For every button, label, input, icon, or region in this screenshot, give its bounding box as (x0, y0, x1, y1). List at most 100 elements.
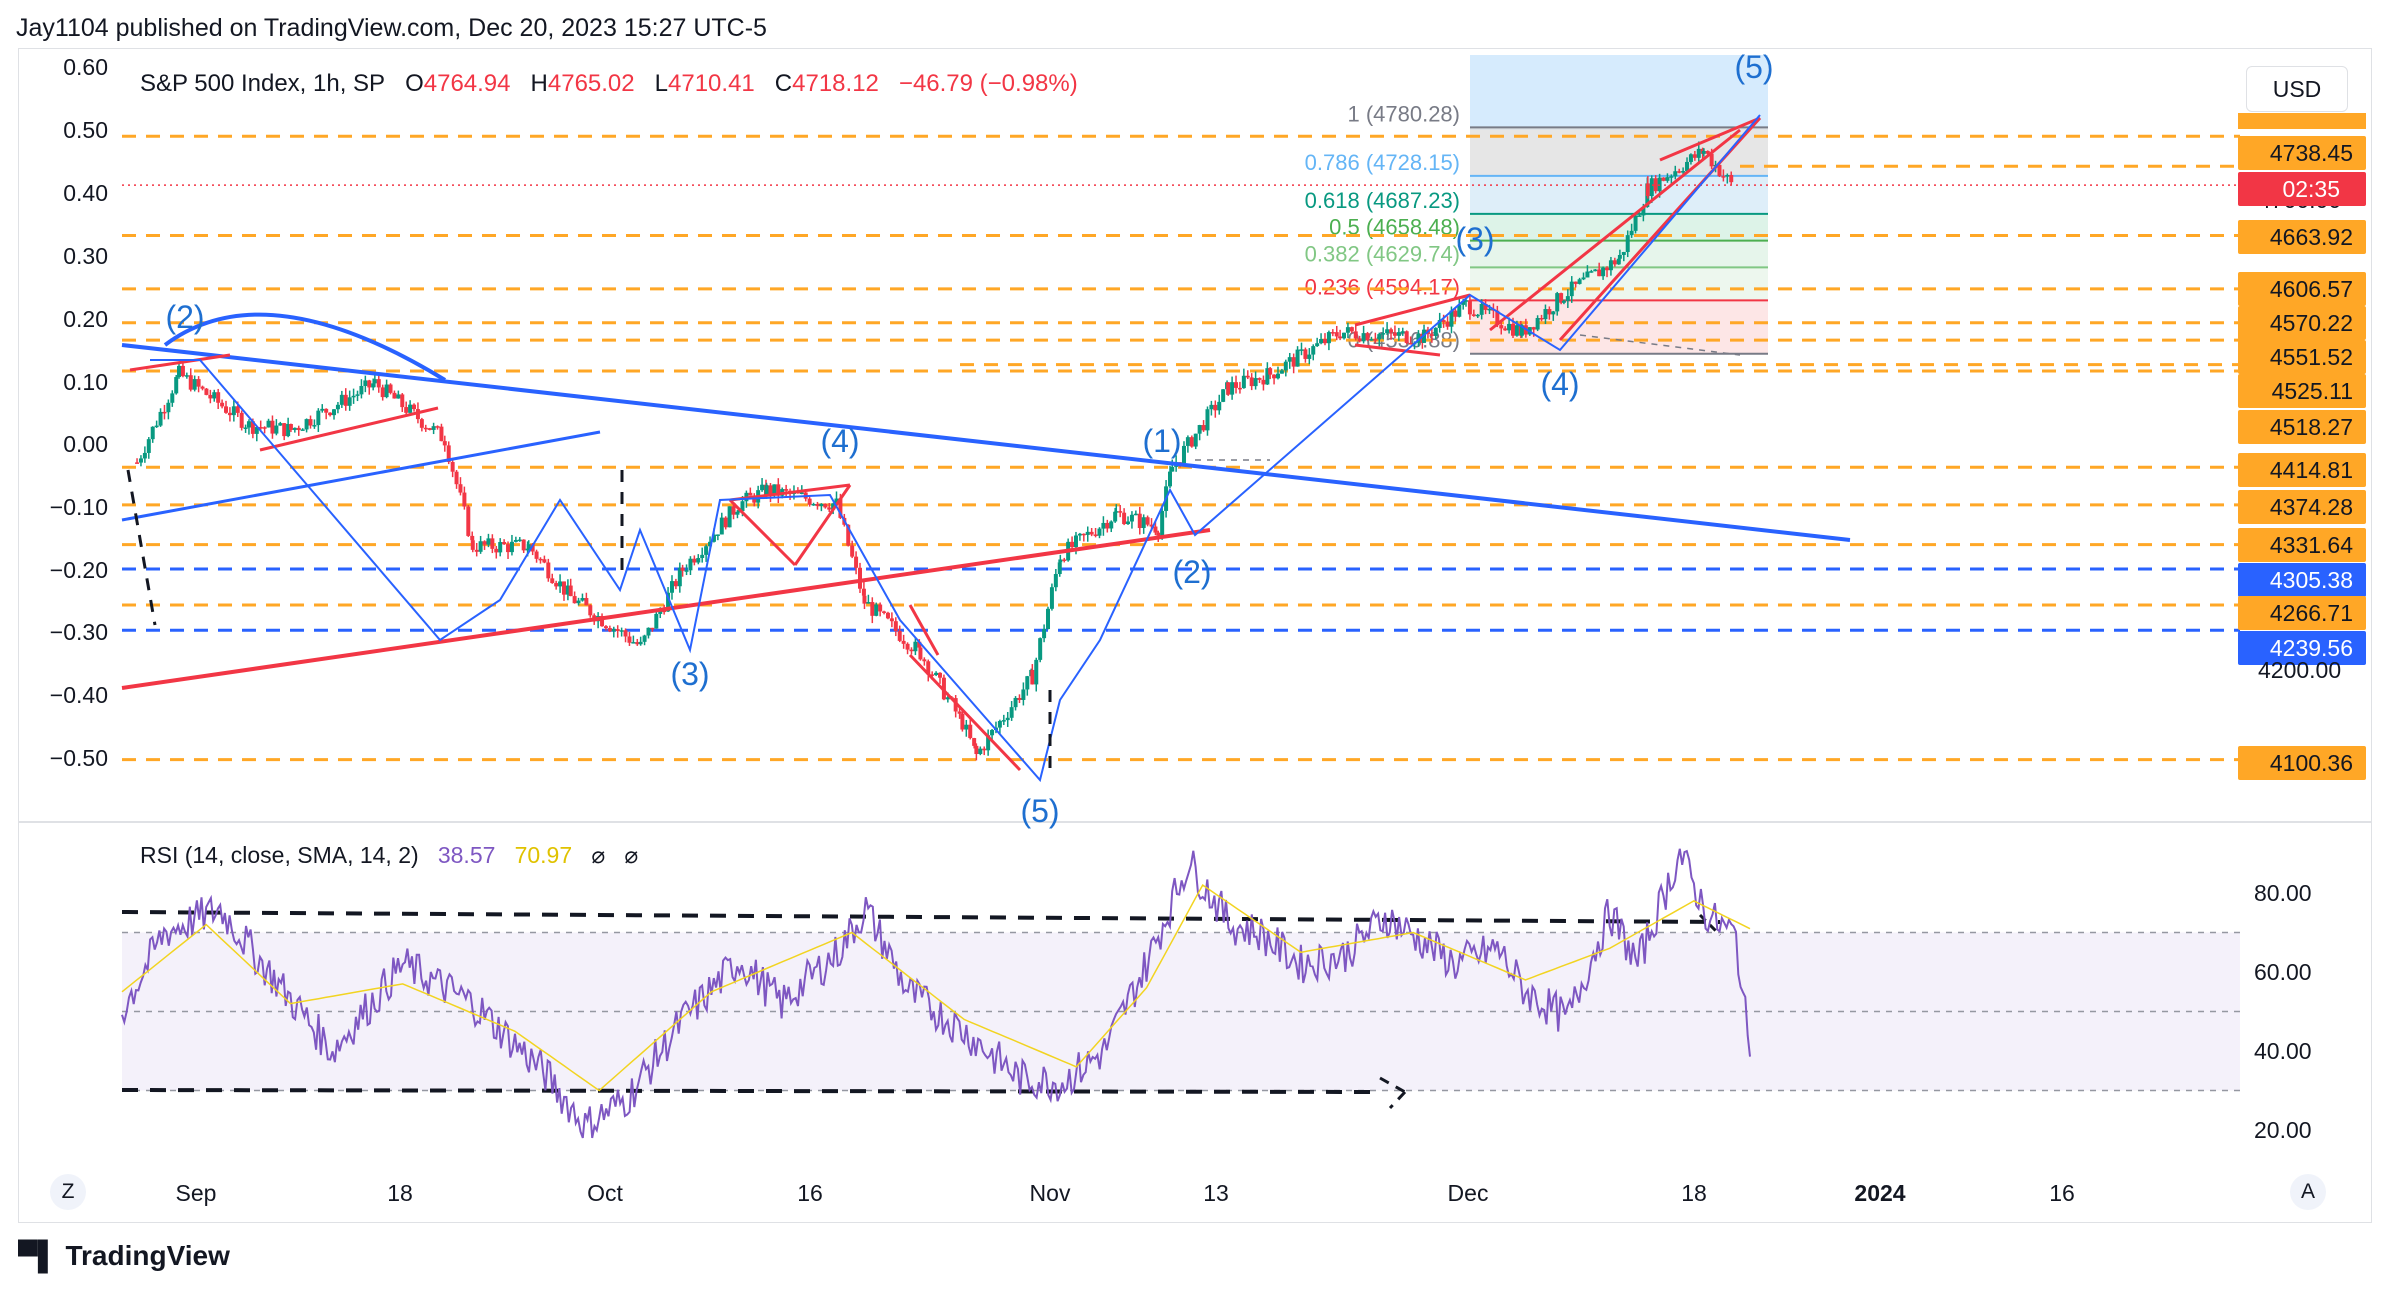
auto-scale-button[interactable]: A (2290, 1174, 2326, 1210)
candle-body (1058, 559, 1063, 563)
candle-body (1612, 260, 1617, 265)
candle-body (1101, 522, 1106, 529)
candle-body (339, 394, 344, 405)
x-axis-tick: Dec (1448, 1180, 1489, 1206)
candle-body (565, 585, 570, 595)
candle-body (462, 492, 467, 507)
pattern-line-red (908, 653, 1022, 772)
candle-body (760, 484, 765, 491)
candle-body (692, 558, 697, 563)
candle-body (748, 492, 753, 496)
candle-body (1001, 720, 1006, 722)
candle-body (1389, 329, 1394, 333)
candle-body (1126, 521, 1131, 525)
candle-body (204, 388, 209, 395)
candle-body (715, 534, 720, 536)
candle-body (1381, 333, 1386, 335)
candle-body (262, 427, 267, 429)
candle-body (1503, 328, 1508, 331)
candle-body (1709, 153, 1714, 167)
candle-body (1621, 252, 1626, 255)
candle-body (542, 559, 547, 563)
candle-body (1153, 526, 1158, 533)
candle-body (913, 641, 918, 652)
price-label: 4266.71 (2270, 600, 2353, 626)
zoom-button[interactable]: Z (50, 1174, 86, 1210)
candle-body (893, 621, 898, 632)
candle-body (1109, 521, 1114, 529)
candle-body (1181, 445, 1186, 464)
candle-body (1467, 300, 1472, 315)
candle-body (1577, 279, 1582, 284)
left-axis-tick: 0.10 (63, 369, 108, 395)
high-value: 4765.02 (547, 70, 635, 97)
candle-body (1025, 676, 1030, 690)
candle-body (502, 542, 507, 545)
candle-body (627, 636, 632, 643)
candle-body (1625, 235, 1630, 253)
candle-body (170, 393, 175, 403)
price-label: 4239.56 (2270, 635, 2353, 661)
candle-body (458, 484, 463, 493)
rsi-name: RSI (14, close, SMA, 14, 2) (140, 842, 419, 868)
candle-body (180, 365, 185, 377)
candle-body (1551, 311, 1556, 315)
candle-body (885, 612, 890, 619)
candle-body (619, 630, 624, 632)
fib-level-label: 0.236 (4594.17) (1305, 274, 1460, 299)
symbol-legend[interactable]: S&P 500 Index, 1h, SP O4764.94 H4765.02 … (140, 70, 1078, 98)
candle-body (1307, 354, 1312, 359)
candle-body (1046, 608, 1051, 630)
candle-body (250, 421, 255, 434)
candle-body (772, 484, 777, 496)
candle-body (990, 730, 995, 736)
candle-body (1531, 327, 1536, 330)
candle-body (266, 420, 271, 428)
candle-body (1345, 327, 1350, 333)
left-axis-tick: 0.00 (63, 431, 108, 457)
candle-body (254, 427, 259, 434)
candle-body (1696, 148, 1701, 158)
candle-body (1193, 433, 1198, 447)
price-label-bg (2238, 220, 2366, 254)
candle-body (208, 394, 213, 399)
left-axis-tick: −0.10 (50, 494, 108, 520)
candle-body (1661, 177, 1666, 181)
candle-body (1385, 329, 1390, 334)
candle-body (897, 631, 902, 641)
candle-body (246, 421, 251, 428)
tradingview-logo[interactable]: ▀▌ TradingView (18, 1240, 230, 1272)
candle-body (1073, 535, 1078, 548)
candle-body (482, 541, 487, 545)
price-label: 4331.64 (2270, 532, 2353, 558)
candle-body (568, 585, 573, 597)
candle-body (239, 412, 244, 428)
price-label: 4414.81 (2270, 457, 2353, 483)
left-axis-tick: −0.40 (50, 682, 108, 708)
publisher-header: Jay1104 published on TradingView.com, De… (16, 14, 767, 42)
candle-body (823, 503, 828, 508)
candle-body (296, 427, 301, 431)
candle-body (1445, 321, 1450, 327)
pattern-line-red (729, 483, 851, 502)
candle-body (1145, 517, 1150, 525)
candle-body (1349, 327, 1354, 332)
x-axis-tick: Oct (587, 1180, 623, 1206)
candle-body (1601, 267, 1606, 277)
candle-body (227, 412, 232, 416)
candle-body (300, 429, 305, 431)
candle-body (669, 581, 674, 593)
open-label: O (405, 70, 424, 97)
candle-body (1479, 303, 1484, 315)
currency-button[interactable]: USD (2246, 66, 2348, 112)
rsi-legend[interactable]: RSI (14, close, SMA, 14, 2) 38.57 70.97 … (140, 842, 638, 869)
null-icon-2: ⌀ (624, 842, 639, 868)
candle-body (466, 506, 471, 536)
candle-body (580, 598, 585, 601)
fib-zone (1470, 175, 1768, 214)
wave-label: (3) (670, 656, 709, 692)
candle-body (316, 410, 321, 426)
candle-body (938, 672, 943, 678)
candle-body (404, 407, 409, 413)
